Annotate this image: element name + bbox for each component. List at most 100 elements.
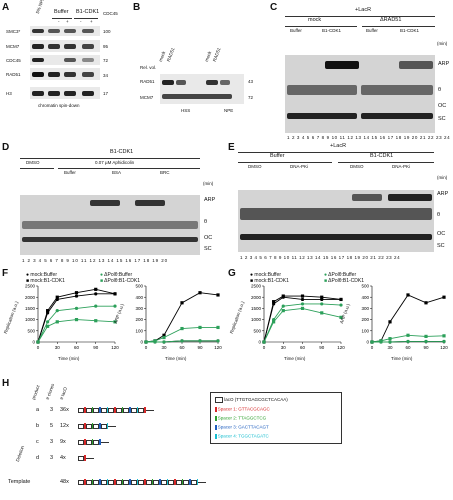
data-point [339, 303, 343, 307]
row-product: c [36, 439, 39, 445]
data-point [162, 340, 166, 344]
data-point [113, 320, 117, 324]
cdc45-header: CDC45 [103, 11, 118, 16]
data-point [424, 301, 428, 305]
chart-G-replication: 0 500 1000 1500 2000 2500 0 30 60 90 120 [251, 284, 345, 350]
band-label: θ [438, 87, 442, 93]
row-clones: 3 [50, 439, 54, 445]
group-label: 0.07 µM Aphidicolin [95, 160, 135, 165]
spacer-3: Spacer 3: GACTTACAGT [215, 425, 269, 430]
mw-marker: 17 [103, 91, 109, 96]
row-label: H3 [6, 91, 12, 96]
sub-label: Buffer [64, 170, 76, 175]
series-line [37, 319, 116, 343]
x-axis-label: Time (min) [284, 356, 306, 361]
row-label: MCM7 [140, 95, 154, 100]
deletion-label: Deletion [14, 445, 26, 463]
x-tick-label: 120 [337, 345, 345, 350]
x-tick-label: 30 [55, 345, 61, 350]
data-point [74, 291, 79, 295]
x-tick-label: 0 [263, 345, 266, 350]
data-point [153, 339, 157, 343]
x-tick-label: 60 [74, 345, 80, 350]
laco-array [78, 439, 109, 445]
data-point [370, 340, 374, 344]
data-point [216, 293, 220, 297]
data-point [442, 334, 446, 338]
condition-label: +LacR [355, 7, 372, 13]
x-tick-label: 120 [214, 345, 222, 350]
data-point [55, 309, 59, 313]
row-laco: 36x [60, 407, 69, 413]
col-header: product [30, 384, 41, 401]
data-point [46, 324, 50, 328]
data-point [300, 297, 305, 302]
y-tick-label: 1500 [25, 306, 36, 311]
band-label: ARP [204, 197, 216, 203]
panel-G-label: G [228, 268, 236, 279]
data-point [300, 302, 305, 306]
y-tick-label: 100 [361, 328, 369, 333]
y-tick-label: 300 [361, 306, 369, 311]
y-tick-label: 1000 [251, 317, 262, 322]
x-tick-label: 90 [423, 345, 429, 350]
data-point [320, 311, 324, 315]
data-point [272, 320, 276, 324]
series-line [263, 295, 342, 343]
data-point [339, 297, 343, 302]
band-label: θ [437, 212, 441, 218]
data-point [424, 339, 428, 344]
group-label: ΔRAD51 [380, 17, 402, 23]
x-tick-label: 90 [319, 345, 325, 350]
sub-label: BRC [160, 170, 170, 175]
data-point [379, 339, 383, 343]
series-line [37, 293, 115, 343]
row-label: RAD51 [6, 72, 21, 77]
x-axis-label: Time (min) [165, 356, 187, 361]
minus-mark: - [58, 19, 60, 24]
group-label: mock [308, 17, 322, 23]
y-tick-label: 1000 [25, 317, 36, 322]
blot-b [160, 74, 244, 104]
x-axis-label: Time (min) [391, 356, 413, 361]
panel-E-label: E [228, 142, 235, 153]
y-tick-label: 100 [135, 328, 143, 333]
col-header: # clones [44, 382, 56, 401]
x-axis-label: Time (min) [58, 356, 80, 361]
data-point [180, 301, 184, 305]
y-tick-label: 500 [253, 328, 261, 333]
blot-footer: chromatin spin-down [38, 103, 80, 108]
row-label: RAD51 [140, 79, 155, 84]
data-point [113, 292, 117, 296]
col-label: Buffer [54, 9, 69, 15]
data-point [300, 294, 305, 298]
chart-F-arp: 0 100 200 300 400 500 0 30 60 90 120 [135, 284, 222, 350]
y-tick-label: 200 [361, 317, 369, 322]
x-tick-label: 120 [111, 345, 119, 350]
band-label: θ [204, 219, 208, 225]
row-clones: 5 [50, 423, 54, 429]
y-tick-label: 0 [32, 340, 35, 345]
plus-mark: + [90, 19, 93, 24]
y-tick-label: 0 [366, 340, 369, 345]
row-product: a [36, 407, 40, 413]
row-laco: 4x [60, 455, 66, 461]
data-point [424, 334, 428, 338]
y-tick-label: 2000 [25, 295, 36, 300]
min-label: (min) [203, 181, 214, 186]
y-tick-label: 0 [258, 340, 261, 345]
laco-array [78, 455, 94, 461]
x-tick-label: 0 [145, 345, 148, 350]
sub-label: Buffer [290, 28, 302, 33]
row-label: MCM7 [6, 44, 20, 49]
lane-numbers: 1 2 3 4 5 6 7 8 9 10 11 12 13 14 15 16 1… [287, 135, 451, 140]
y-tick-label: 200 [135, 317, 143, 322]
x-tick-label: 60 [300, 345, 306, 350]
template-label: Template [8, 479, 31, 485]
laco-array [78, 423, 116, 429]
row-laco: 12x [60, 423, 69, 429]
data-point [281, 294, 285, 298]
data-point [216, 325, 220, 330]
band-label: ARP [438, 61, 450, 67]
gel-c [285, 55, 435, 133]
